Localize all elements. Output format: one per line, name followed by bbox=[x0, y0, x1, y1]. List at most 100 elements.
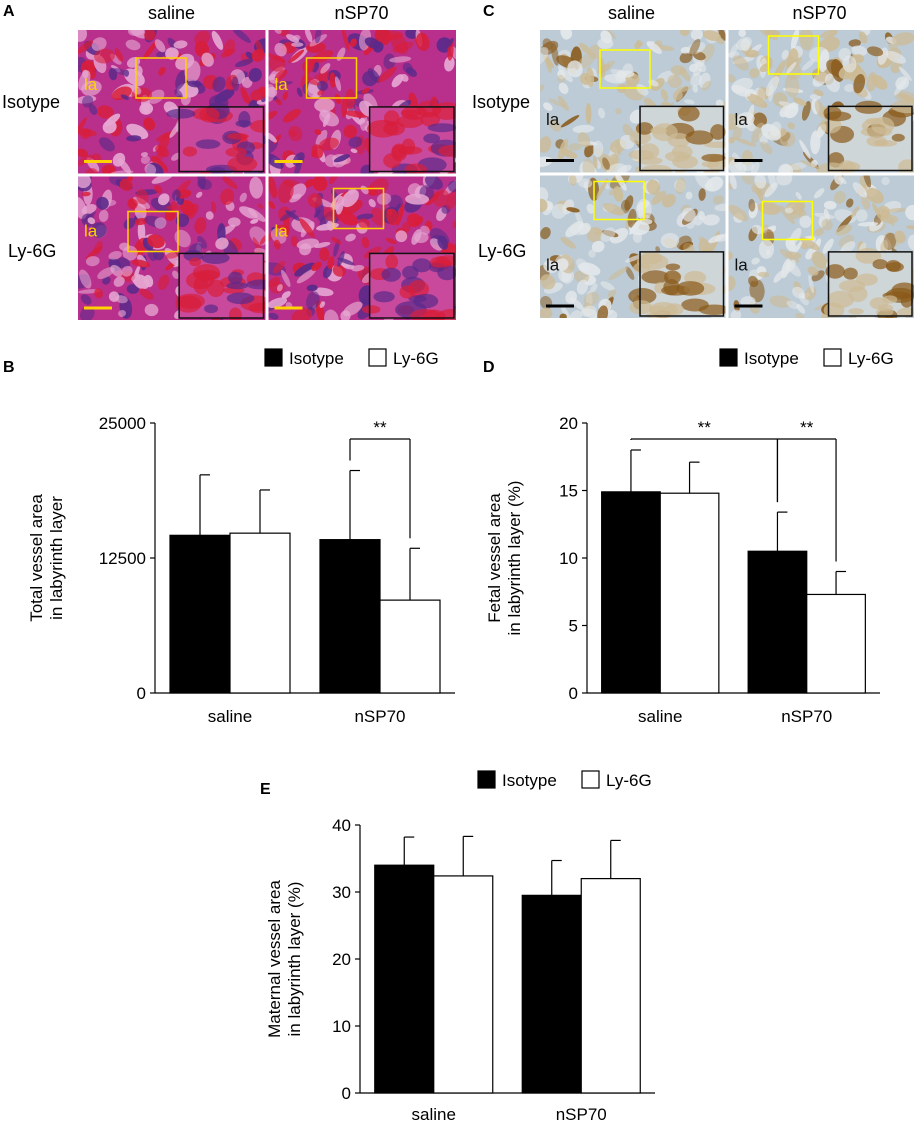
region-label: la bbox=[84, 75, 98, 94]
bar-nsp70-ly-6g bbox=[379, 599, 441, 694]
panel-c-col-nsp70: nSP70 bbox=[792, 3, 847, 23]
micrograph-tile: la bbox=[268, 176, 456, 320]
micrograph-tile: la bbox=[540, 175, 726, 318]
panel-a-row-isotype: Isotype bbox=[2, 92, 61, 112]
panel-a-col-nsp70: nSP70 bbox=[334, 3, 389, 23]
magnified-inset bbox=[628, 251, 726, 318]
legend-swatch-isotype bbox=[719, 348, 738, 367]
region-label: la bbox=[546, 110, 560, 129]
region-label: la bbox=[735, 110, 749, 129]
magnified-inset bbox=[628, 105, 726, 173]
magnified-inset bbox=[175, 249, 266, 320]
y-tick-label: 25000 bbox=[99, 414, 146, 433]
y-tick-label: 5 bbox=[569, 617, 578, 636]
region-label: la bbox=[84, 222, 98, 241]
legend-swatch-isotype bbox=[477, 770, 496, 789]
magnified-inset bbox=[823, 247, 914, 318]
micrograph-tile: la bbox=[540, 30, 726, 173]
y-tick-label: 10 bbox=[559, 549, 578, 568]
panel-a-letter: A bbox=[3, 3, 15, 20]
y-axis-label: Fetal vessel areain labyrinth layer (%) bbox=[485, 481, 524, 636]
panel-b-letter: B bbox=[3, 359, 15, 376]
panel-c-micrographs: la la la la bbox=[540, 30, 914, 318]
region-label: la bbox=[546, 256, 560, 275]
selection-box bbox=[127, 210, 179, 253]
panel-c-row-ly6g: Ly-6G bbox=[478, 241, 527, 261]
bar-nsp70-ly-6g bbox=[580, 877, 641, 1094]
panel-e-letter: E bbox=[260, 781, 271, 798]
bar-saline-isotype bbox=[169, 534, 231, 694]
y-tick-label: 0 bbox=[137, 684, 146, 703]
y-tick-label: 0 bbox=[342, 1084, 351, 1103]
selection-box bbox=[332, 187, 385, 230]
category-label: nSP70 bbox=[354, 707, 405, 726]
region-label: la bbox=[275, 222, 289, 241]
panel-a-row-ly6g: Ly-6G bbox=[8, 241, 57, 261]
y-tick-label: 12500 bbox=[99, 549, 146, 568]
y-tick-label: 15 bbox=[559, 482, 578, 501]
legend-label-ly-6g: Ly-6G bbox=[393, 349, 439, 368]
significance-label: ** bbox=[373, 418, 387, 437]
bar-saline-ly-6g bbox=[659, 492, 720, 694]
selection-box bbox=[761, 200, 814, 241]
legend-label-isotype: Isotype bbox=[289, 349, 344, 368]
bar-nsp70-isotype bbox=[319, 539, 381, 694]
y-tick-label: 10 bbox=[332, 1017, 351, 1036]
category-label: nSP70 bbox=[781, 707, 832, 726]
chart-b: 0 12500 25000 Total vessel areain labyrinth… bbox=[27, 348, 455, 726]
micrograph-tile: la bbox=[78, 30, 266, 174]
category-label: saline bbox=[412, 1105, 456, 1124]
micrograph-tile: la bbox=[728, 175, 914, 318]
y-tick-label: 20 bbox=[332, 950, 351, 969]
significance-bracket: ** bbox=[630, 418, 779, 503]
bar-nsp70-ly-6g bbox=[806, 593, 866, 694]
legend: Isotype Ly-6G bbox=[477, 770, 652, 790]
y-tick-label: 20 bbox=[559, 414, 578, 433]
panel-a-micrographs: la la la la bbox=[78, 30, 456, 320]
y-axis-label: Total vessel areain labyrinth layer bbox=[27, 494, 66, 622]
magnified-inset bbox=[816, 99, 914, 173]
legend-label-ly-6g: Ly-6G bbox=[606, 771, 652, 790]
bar-saline-isotype bbox=[374, 864, 435, 1094]
legend: Isotype Ly-6G bbox=[719, 348, 894, 368]
magnified-inset bbox=[367, 100, 456, 174]
y-tick-label: 40 bbox=[332, 816, 351, 835]
selection-box bbox=[135, 57, 187, 99]
bar-nsp70-isotype bbox=[521, 894, 582, 1094]
bar-saline-ly-6g bbox=[229, 532, 291, 694]
bar-saline-isotype bbox=[601, 491, 661, 694]
legend-label-ly-6g: Ly-6G bbox=[848, 349, 894, 368]
significance-label: ** bbox=[698, 418, 712, 437]
region-label: la bbox=[735, 256, 749, 275]
micrograph-grid: la la la la bbox=[78, 30, 456, 320]
legend-swatch-ly-6g bbox=[368, 348, 387, 367]
category-label: saline bbox=[638, 707, 682, 726]
selection-box bbox=[599, 49, 651, 89]
bar-nsp70-isotype bbox=[747, 550, 808, 694]
y-axis-label: Maternal vessel areain labyrinth layer (… bbox=[265, 880, 304, 1038]
bar-saline-ly-6g bbox=[433, 875, 494, 1094]
significance-label: ** bbox=[800, 418, 814, 437]
y-tick-label: 30 bbox=[332, 883, 351, 902]
selection-box bbox=[305, 57, 358, 99]
magnified-inset bbox=[166, 102, 266, 174]
panel-a-col-saline: saline bbox=[147, 3, 196, 23]
legend-swatch-ly-6g bbox=[581, 770, 600, 789]
panel-c-col-saline: saline bbox=[607, 3, 656, 23]
legend-label-isotype: Isotype bbox=[502, 771, 557, 790]
micrograph-grid: la la la la bbox=[540, 30, 914, 318]
legend-swatch-isotype bbox=[264, 348, 283, 367]
micrograph-tile: la bbox=[728, 30, 914, 173]
legend: Isotype Ly-6G bbox=[264, 348, 439, 368]
significance-bracket: ** bbox=[776, 418, 837, 562]
legend-swatch-ly-6g bbox=[823, 348, 842, 367]
category-label: nSP70 bbox=[556, 1105, 607, 1124]
legend-label-isotype: Isotype bbox=[744, 349, 799, 368]
selection-box bbox=[593, 180, 645, 221]
panel-c-letter: C bbox=[483, 3, 495, 20]
significance-bracket: ** bbox=[349, 418, 411, 539]
micrograph-tile: la bbox=[78, 176, 266, 320]
panel-d-letter: D bbox=[483, 359, 495, 376]
region-label: la bbox=[275, 75, 289, 94]
